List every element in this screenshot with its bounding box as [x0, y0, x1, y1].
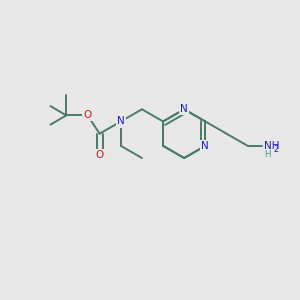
Text: 2: 2: [274, 145, 279, 154]
Text: N: N: [117, 116, 125, 127]
Text: NH: NH: [264, 141, 279, 151]
Text: O: O: [95, 150, 104, 160]
Text: N: N: [180, 104, 188, 114]
Text: N: N: [201, 141, 209, 151]
Text: H: H: [264, 150, 270, 159]
Text: O: O: [83, 110, 92, 120]
